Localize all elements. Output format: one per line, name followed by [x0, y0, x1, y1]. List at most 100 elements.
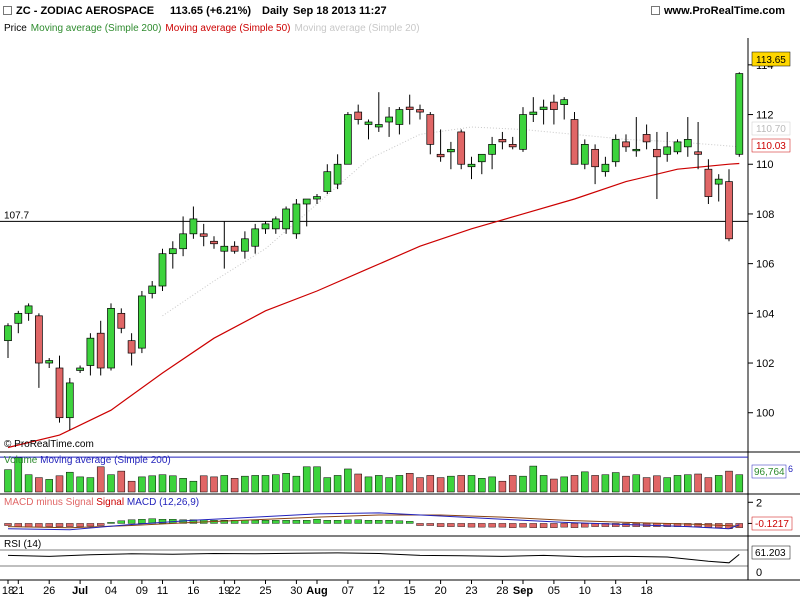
macd-value-box — [751, 516, 793, 531]
menu-icon[interactable] — [3, 6, 12, 15]
volume-bar — [478, 478, 486, 493]
volume-bar — [725, 470, 733, 493]
candle-body — [292, 203, 301, 235]
macd-hist-bar — [447, 523, 455, 527]
macd-hist-bar — [488, 523, 496, 528]
volume-bar — [694, 473, 702, 493]
candle-body — [4, 325, 12, 342]
x-tick-label: 20 — [434, 585, 446, 597]
horizontal-line-label: 107.7 — [4, 210, 29, 221]
candle-body — [447, 148, 455, 153]
volume-bar — [519, 475, 527, 493]
candle-body — [364, 121, 373, 125]
macd-pane-label: MACD minus Signal Signal MACD (12,26,9) — [4, 497, 199, 509]
rsi-line — [7, 552, 740, 564]
macd-hist-bar — [220, 520, 229, 524]
volume-bar — [488, 476, 496, 493]
candle-body — [179, 233, 187, 250]
candle-body — [405, 106, 414, 110]
macd-hist-bar — [354, 519, 362, 524]
candle-body — [508, 144, 517, 148]
volume-bar — [601, 474, 610, 493]
candle-body — [302, 198, 311, 205]
macd-hist-bar — [612, 523, 620, 527]
macd-hist-bar — [478, 523, 486, 528]
legend-ma50: Moving average (Simple 50) — [165, 23, 291, 34]
ma20-value-label: 110.70 — [756, 124, 786, 135]
macd-hist-bar — [127, 519, 136, 524]
candle-body — [374, 124, 383, 128]
candle-body — [14, 312, 23, 324]
volume-bar — [24, 474, 33, 493]
macd-hist-bar — [313, 519, 321, 524]
candle-body — [642, 134, 651, 143]
macd-hist-bar — [344, 519, 352, 524]
macd-hist-bar — [406, 521, 414, 524]
volume-bar — [344, 468, 352, 493]
last-price-label: 113.65 — [756, 55, 786, 66]
volume-bar — [333, 475, 342, 493]
volume-bar — [96, 466, 105, 493]
macd-lines — [7, 512, 740, 531]
volume-bar — [611, 472, 620, 493]
volume-bar — [189, 480, 198, 493]
macd-hist-bar — [272, 520, 280, 524]
volume-bar — [251, 475, 259, 493]
volume-bar — [426, 475, 435, 493]
candle-body — [241, 238, 249, 252]
macd-hist-bar — [45, 523, 53, 527]
volume-bar — [179, 478, 187, 493]
x-tick-label: Jul — [72, 585, 88, 597]
candle-body — [313, 196, 321, 200]
ma50-value-label: 110.03 — [756, 141, 786, 152]
macd-hist-bar — [292, 520, 301, 524]
ma50-line — [7, 162, 740, 449]
x-tick-label: 12 — [373, 585, 385, 597]
candle-body — [539, 106, 548, 110]
volume-bar — [663, 477, 671, 493]
price-change: 113.65 (+6.21%) — [170, 5, 252, 17]
volume-bar — [364, 476, 373, 493]
candle-body — [354, 111, 363, 120]
ma20-value-box — [751, 121, 791, 136]
volume-bar — [539, 475, 548, 493]
candle-body — [261, 223, 270, 230]
site-label: www.ProRealTime.com — [664, 5, 786, 17]
chart-header: ZC - ZODIAC AEROSPACE 113.65 (+6.21%) Da… — [0, 0, 800, 22]
volume-bar — [591, 475, 599, 493]
copyright-label: © ProRealTime.com — [4, 439, 94, 450]
volume-bar — [375, 475, 383, 493]
macd-hist-bar — [66, 523, 74, 527]
candle-body — [158, 253, 167, 287]
volume-bar — [55, 475, 64, 493]
x-tick-label: 18 — [2, 585, 14, 597]
candle-body — [714, 178, 723, 185]
instrument-title: ZC - ZODIAC AEROSPACE — [16, 5, 155, 17]
volume-bar — [529, 465, 538, 493]
macd-hist-bar — [107, 522, 115, 524]
candle-body — [457, 131, 466, 165]
candle-body — [663, 146, 672, 155]
candle-body — [488, 144, 496, 155]
window-icon[interactable] — [651, 6, 660, 15]
volume-bar — [735, 474, 744, 493]
candle-body — [498, 139, 507, 143]
candle-body — [704, 168, 713, 197]
macd-histogram — [4, 518, 743, 529]
volume-bar — [292, 475, 301, 493]
volume-bar — [302, 466, 311, 493]
macd-hist-bar — [14, 523, 23, 527]
candle-body — [570, 119, 579, 165]
candle-body — [426, 114, 435, 145]
x-tick-label: 30 — [290, 585, 302, 597]
volume-bar — [704, 477, 713, 493]
volume-bar — [210, 476, 218, 493]
volume-bar — [45, 479, 53, 493]
period-label: Daily — [262, 5, 289, 17]
volume-bar — [4, 469, 12, 493]
macd-hist-bar — [457, 523, 465, 527]
price-tick-label: 104 — [756, 308, 774, 320]
volume-bar — [508, 475, 517, 493]
macd-hist-bar — [395, 520, 404, 524]
